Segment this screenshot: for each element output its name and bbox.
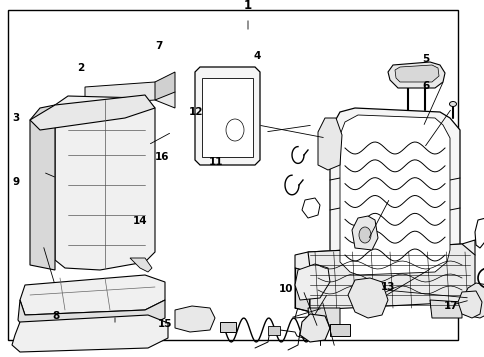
Polygon shape xyxy=(307,244,474,310)
Text: 1: 1 xyxy=(243,0,251,12)
Text: 4: 4 xyxy=(253,51,260,61)
Polygon shape xyxy=(201,78,253,157)
Polygon shape xyxy=(12,315,167,352)
Text: 11: 11 xyxy=(208,157,223,167)
Polygon shape xyxy=(429,300,461,318)
FancyBboxPatch shape xyxy=(329,324,349,336)
Polygon shape xyxy=(318,118,341,170)
Polygon shape xyxy=(294,268,309,312)
Polygon shape xyxy=(387,62,444,88)
Text: 9: 9 xyxy=(12,177,19,187)
Polygon shape xyxy=(351,216,377,250)
Text: 12: 12 xyxy=(189,107,203,117)
Polygon shape xyxy=(302,198,319,218)
Ellipse shape xyxy=(358,227,370,243)
Text: 14: 14 xyxy=(133,216,148,226)
Polygon shape xyxy=(30,105,55,270)
FancyBboxPatch shape xyxy=(220,322,236,332)
Polygon shape xyxy=(307,308,339,325)
Polygon shape xyxy=(457,291,481,318)
Polygon shape xyxy=(348,278,387,318)
Polygon shape xyxy=(195,67,259,165)
Polygon shape xyxy=(18,300,165,330)
Polygon shape xyxy=(30,95,155,130)
Ellipse shape xyxy=(449,101,455,106)
Polygon shape xyxy=(474,218,484,248)
Polygon shape xyxy=(55,96,155,270)
Text: 17: 17 xyxy=(443,301,457,311)
Polygon shape xyxy=(394,65,438,82)
Polygon shape xyxy=(175,306,214,332)
Polygon shape xyxy=(20,275,165,315)
Polygon shape xyxy=(294,240,474,272)
Text: 16: 16 xyxy=(155,152,169,162)
Text: 13: 13 xyxy=(380,282,394,292)
Polygon shape xyxy=(130,258,151,272)
Text: 3: 3 xyxy=(12,113,19,123)
Text: 2: 2 xyxy=(77,63,85,73)
Text: 7: 7 xyxy=(155,41,162,51)
Polygon shape xyxy=(294,264,329,300)
Polygon shape xyxy=(461,283,484,318)
FancyBboxPatch shape xyxy=(268,326,279,335)
Text: 15: 15 xyxy=(157,319,172,329)
Text: 8: 8 xyxy=(52,311,59,321)
Text: 10: 10 xyxy=(278,284,293,294)
Ellipse shape xyxy=(226,119,243,141)
Text: 5: 5 xyxy=(421,54,428,64)
Polygon shape xyxy=(300,314,329,342)
Polygon shape xyxy=(85,82,175,108)
Polygon shape xyxy=(155,72,175,100)
Polygon shape xyxy=(339,115,449,275)
Polygon shape xyxy=(329,108,459,282)
Text: 6: 6 xyxy=(421,81,428,91)
